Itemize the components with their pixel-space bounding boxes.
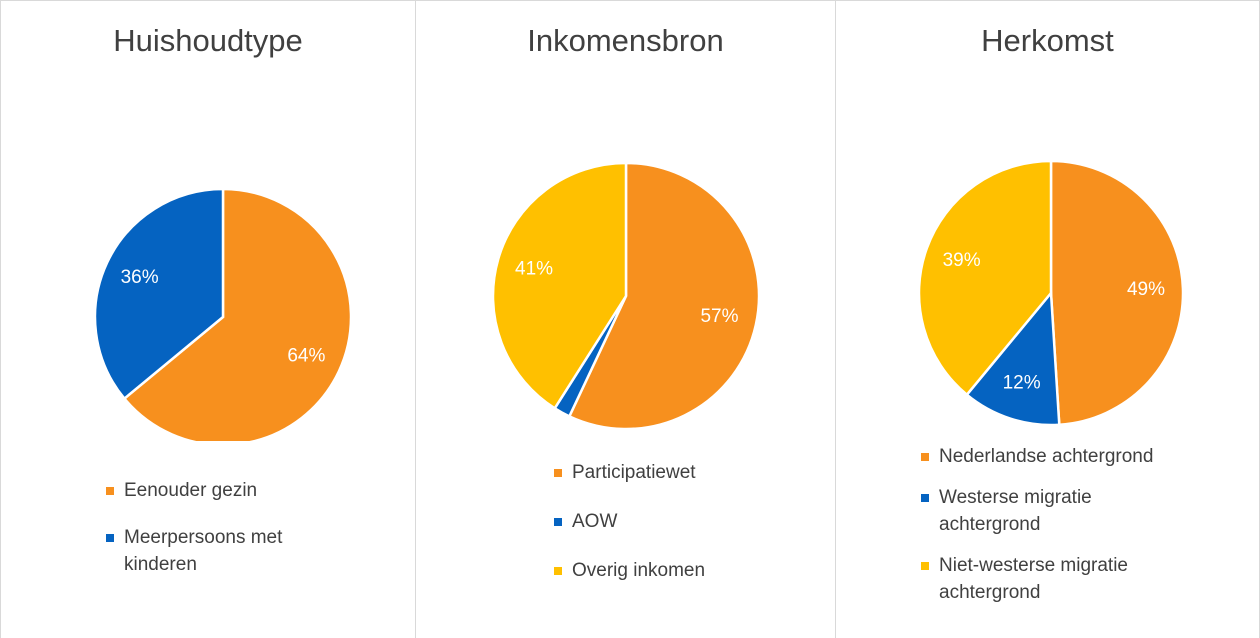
pie: 49% 12% 39%	[917, 159, 1185, 427]
legend-label: AOW	[572, 511, 618, 532]
pie-slice	[1049, 159, 1185, 427]
legend-label: Participatiewet	[572, 462, 696, 483]
legend-swatch	[554, 518, 562, 526]
data-label: 57%	[700, 306, 738, 327]
legend-swatch	[921, 562, 929, 570]
legend: Participatiewet AOW Overig inkomen	[554, 459, 774, 606]
legend-item: Westerse migratie achtergrond	[921, 484, 1171, 538]
chart-title: Herkomst	[981, 23, 1114, 58]
data-label: 36%	[121, 267, 159, 288]
pie-slice	[491, 161, 628, 411]
legend-item: AOW	[554, 508, 774, 535]
legend-label: Overig inkomen	[572, 560, 706, 581]
legend-swatch	[106, 487, 114, 495]
legend-label: Westerse migratie achtergrond	[939, 487, 1092, 535]
pie-slice	[93, 187, 225, 401]
legend: Nederlandse achtergrond Westerse migratie…	[921, 443, 1171, 620]
pie-slice	[567, 161, 761, 431]
pie-slice	[122, 187, 353, 441]
legend-label: Nederlandse achtergrond	[939, 446, 1154, 467]
legend-item: Nederlandse achtergrond	[921, 443, 1171, 470]
legend-label: Niet-westerse migratie achtergrond	[939, 555, 1128, 603]
legend-item: Eenouder gezin	[106, 477, 346, 504]
chart-panel: Huishoudtype 64% 36% Eenouder gezin Meerpers…	[0, 0, 416, 638]
legend-item: Overig inkomen	[554, 557, 774, 584]
legend-swatch	[554, 469, 562, 477]
legend-item: Meerpersoons met kinderen	[106, 524, 346, 578]
legend-swatch	[921, 453, 929, 461]
chart-panel: Inkomensbron 57% 41% Participatiewet AOW Over…	[415, 0, 836, 638]
legend-item: Niet-westerse migratie achtergrond	[921, 552, 1171, 606]
pie: 57% 41%	[491, 161, 761, 431]
data-label: 39%	[943, 250, 981, 271]
pie-slice	[917, 159, 1053, 397]
legend: Eenouder gezin Meerpersoons met kinderen	[106, 477, 346, 598]
legend-swatch	[921, 494, 929, 502]
legend-swatch	[106, 534, 114, 542]
legend-swatch	[554, 567, 562, 575]
pie-slice	[965, 289, 1061, 427]
data-label: 49%	[1127, 279, 1165, 300]
legend-item: Participatiewet	[554, 459, 774, 486]
legend-label: Meerpersoons met kinderen	[124, 527, 283, 575]
pie: 64% 36%	[93, 187, 353, 441]
chart-panel: Herkomst 49% 12% 39% Nederlandse achtergrond…	[835, 0, 1260, 638]
legend-label: Eenouder gezin	[124, 480, 258, 501]
data-label: 41%	[515, 258, 553, 279]
chart-title: Inkomensbron	[527, 23, 724, 58]
chart-title: Huishoudtype	[113, 23, 303, 58]
data-label: 12%	[1003, 372, 1041, 393]
data-label: 64%	[287, 345, 325, 366]
